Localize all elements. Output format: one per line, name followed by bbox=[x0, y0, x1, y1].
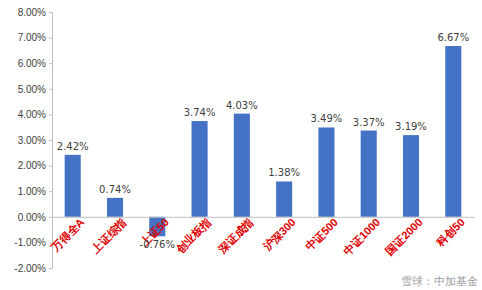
y-tick: 2.00% bbox=[18, 160, 52, 171]
y-tick: 7.00% bbox=[18, 32, 52, 43]
bar bbox=[318, 127, 334, 216]
x-tick: 中证1000 bbox=[341, 216, 382, 257]
data-label: 3.19% bbox=[395, 121, 427, 132]
data-label: -0.76% bbox=[140, 239, 175, 250]
y-axis: -2.00% -1.00% 0.00% 1.00% 2.00% 3.00% 4.00% 5.0… bbox=[14, 7, 52, 274]
data-labels: 2.42% 0.74% -0.76% 3.74% 4.03% 1.38% 3.49% 3.37… bbox=[57, 32, 469, 250]
data-label: 6.67% bbox=[437, 32, 469, 43]
data-label: 2.42% bbox=[57, 141, 89, 152]
x-tick: 上证综指 bbox=[88, 216, 128, 256]
y-tick-mark bbox=[49, 114, 52, 115]
x-tick-label: 创业板指 bbox=[173, 216, 213, 256]
data-label: 3.49% bbox=[311, 113, 343, 124]
y-tick-mark bbox=[49, 217, 52, 218]
bar bbox=[65, 155, 81, 217]
y-tick-label: 2.00% bbox=[18, 160, 46, 171]
y-tick: 3.00% bbox=[18, 135, 52, 146]
x-axis: 万得全A上证综指上证50创业板指深证成指沪深300中证500中证1000国证20… bbox=[48, 216, 474, 257]
x-tick: 万得全A bbox=[48, 216, 86, 254]
x-tick-label: 中证500 bbox=[303, 216, 340, 253]
y-tick: 5.00% bbox=[18, 84, 52, 95]
bar bbox=[276, 181, 292, 216]
chart: -2.00% -1.00% 0.00% 1.00% 2.00% 3.00% 4.00% 5.0… bbox=[0, 0, 482, 290]
y-axis-line bbox=[49, 13, 53, 269]
bar bbox=[192, 121, 208, 217]
bars bbox=[65, 46, 462, 236]
watermark: 雪球：中加基金 bbox=[401, 275, 478, 288]
x-tick-label: 沪深300 bbox=[260, 216, 298, 254]
y-tick-label: -2.00% bbox=[14, 263, 46, 274]
x-tick: 沪深300 bbox=[260, 216, 298, 254]
y-tick-label: 4.00% bbox=[18, 109, 46, 120]
y-tick-mark bbox=[49, 38, 52, 39]
data-label: 4.03% bbox=[226, 100, 258, 111]
y-tick: 8.00% bbox=[18, 7, 52, 18]
y-tick-label: 8.00% bbox=[18, 7, 46, 18]
y-tick-mark bbox=[49, 166, 52, 167]
x-tick-label: 上证综指 bbox=[88, 216, 128, 256]
y-tick: -2.00% bbox=[14, 263, 52, 274]
y-tick-label: 5.00% bbox=[18, 84, 46, 95]
bar bbox=[403, 135, 419, 217]
bar bbox=[234, 114, 250, 217]
y-tick-label: 7.00% bbox=[18, 32, 46, 43]
y-tick-label: 3.00% bbox=[18, 135, 46, 146]
data-label: 0.74% bbox=[99, 184, 131, 195]
y-tick-mark bbox=[49, 12, 52, 13]
y-tick: -1.00% bbox=[14, 237, 52, 248]
x-tick: 国证2000 bbox=[383, 216, 424, 257]
x-tick-label: 万得全A bbox=[48, 216, 86, 254]
y-tick-label: 6.00% bbox=[18, 58, 46, 69]
y-tick-mark bbox=[49, 140, 52, 141]
y-tick-mark bbox=[49, 191, 52, 192]
x-tick-label: 国证2000 bbox=[383, 216, 424, 257]
data-label: 3.37% bbox=[353, 117, 385, 128]
data-label: 3.74% bbox=[184, 107, 216, 118]
x-tick-label: 科创50 bbox=[434, 216, 467, 249]
x-tick: 科创50 bbox=[434, 216, 467, 249]
x-tick: 中证500 bbox=[303, 216, 340, 253]
x-tick: 深证成指 bbox=[215, 216, 255, 256]
bar bbox=[107, 198, 123, 217]
y-tick: 1.00% bbox=[18, 186, 52, 197]
y-tick-mark bbox=[49, 268, 52, 269]
y-tick-mark bbox=[49, 89, 52, 90]
x-tick-label: 深证成指 bbox=[215, 216, 255, 256]
y-tick-mark bbox=[49, 63, 52, 64]
x-tick-label: 中证1000 bbox=[341, 216, 382, 257]
x-tick: 创业板指 bbox=[173, 216, 213, 256]
data-label: 1.38% bbox=[268, 167, 300, 178]
y-tick-label: 1.00% bbox=[18, 186, 46, 197]
y-tick: 4.00% bbox=[18, 109, 52, 120]
x-axis-line bbox=[53, 217, 475, 218]
bar bbox=[445, 46, 461, 217]
bar bbox=[361, 131, 377, 217]
y-tick: 0.00% bbox=[18, 212, 52, 223]
y-tick-label: 0.00% bbox=[18, 212, 46, 223]
y-tick: 6.00% bbox=[18, 58, 52, 69]
y-tick-label: -1.00% bbox=[14, 237, 46, 248]
